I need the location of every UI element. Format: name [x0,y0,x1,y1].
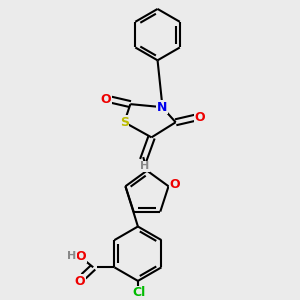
Text: S: S [120,116,129,129]
Text: H: H [140,161,149,171]
Text: O: O [194,111,205,124]
Text: O: O [76,250,86,262]
Text: O: O [170,178,181,191]
Text: Cl: Cl [132,286,145,299]
Text: O: O [101,93,112,106]
Text: O: O [74,275,85,288]
Text: N: N [157,101,167,114]
Text: H: H [68,251,77,261]
